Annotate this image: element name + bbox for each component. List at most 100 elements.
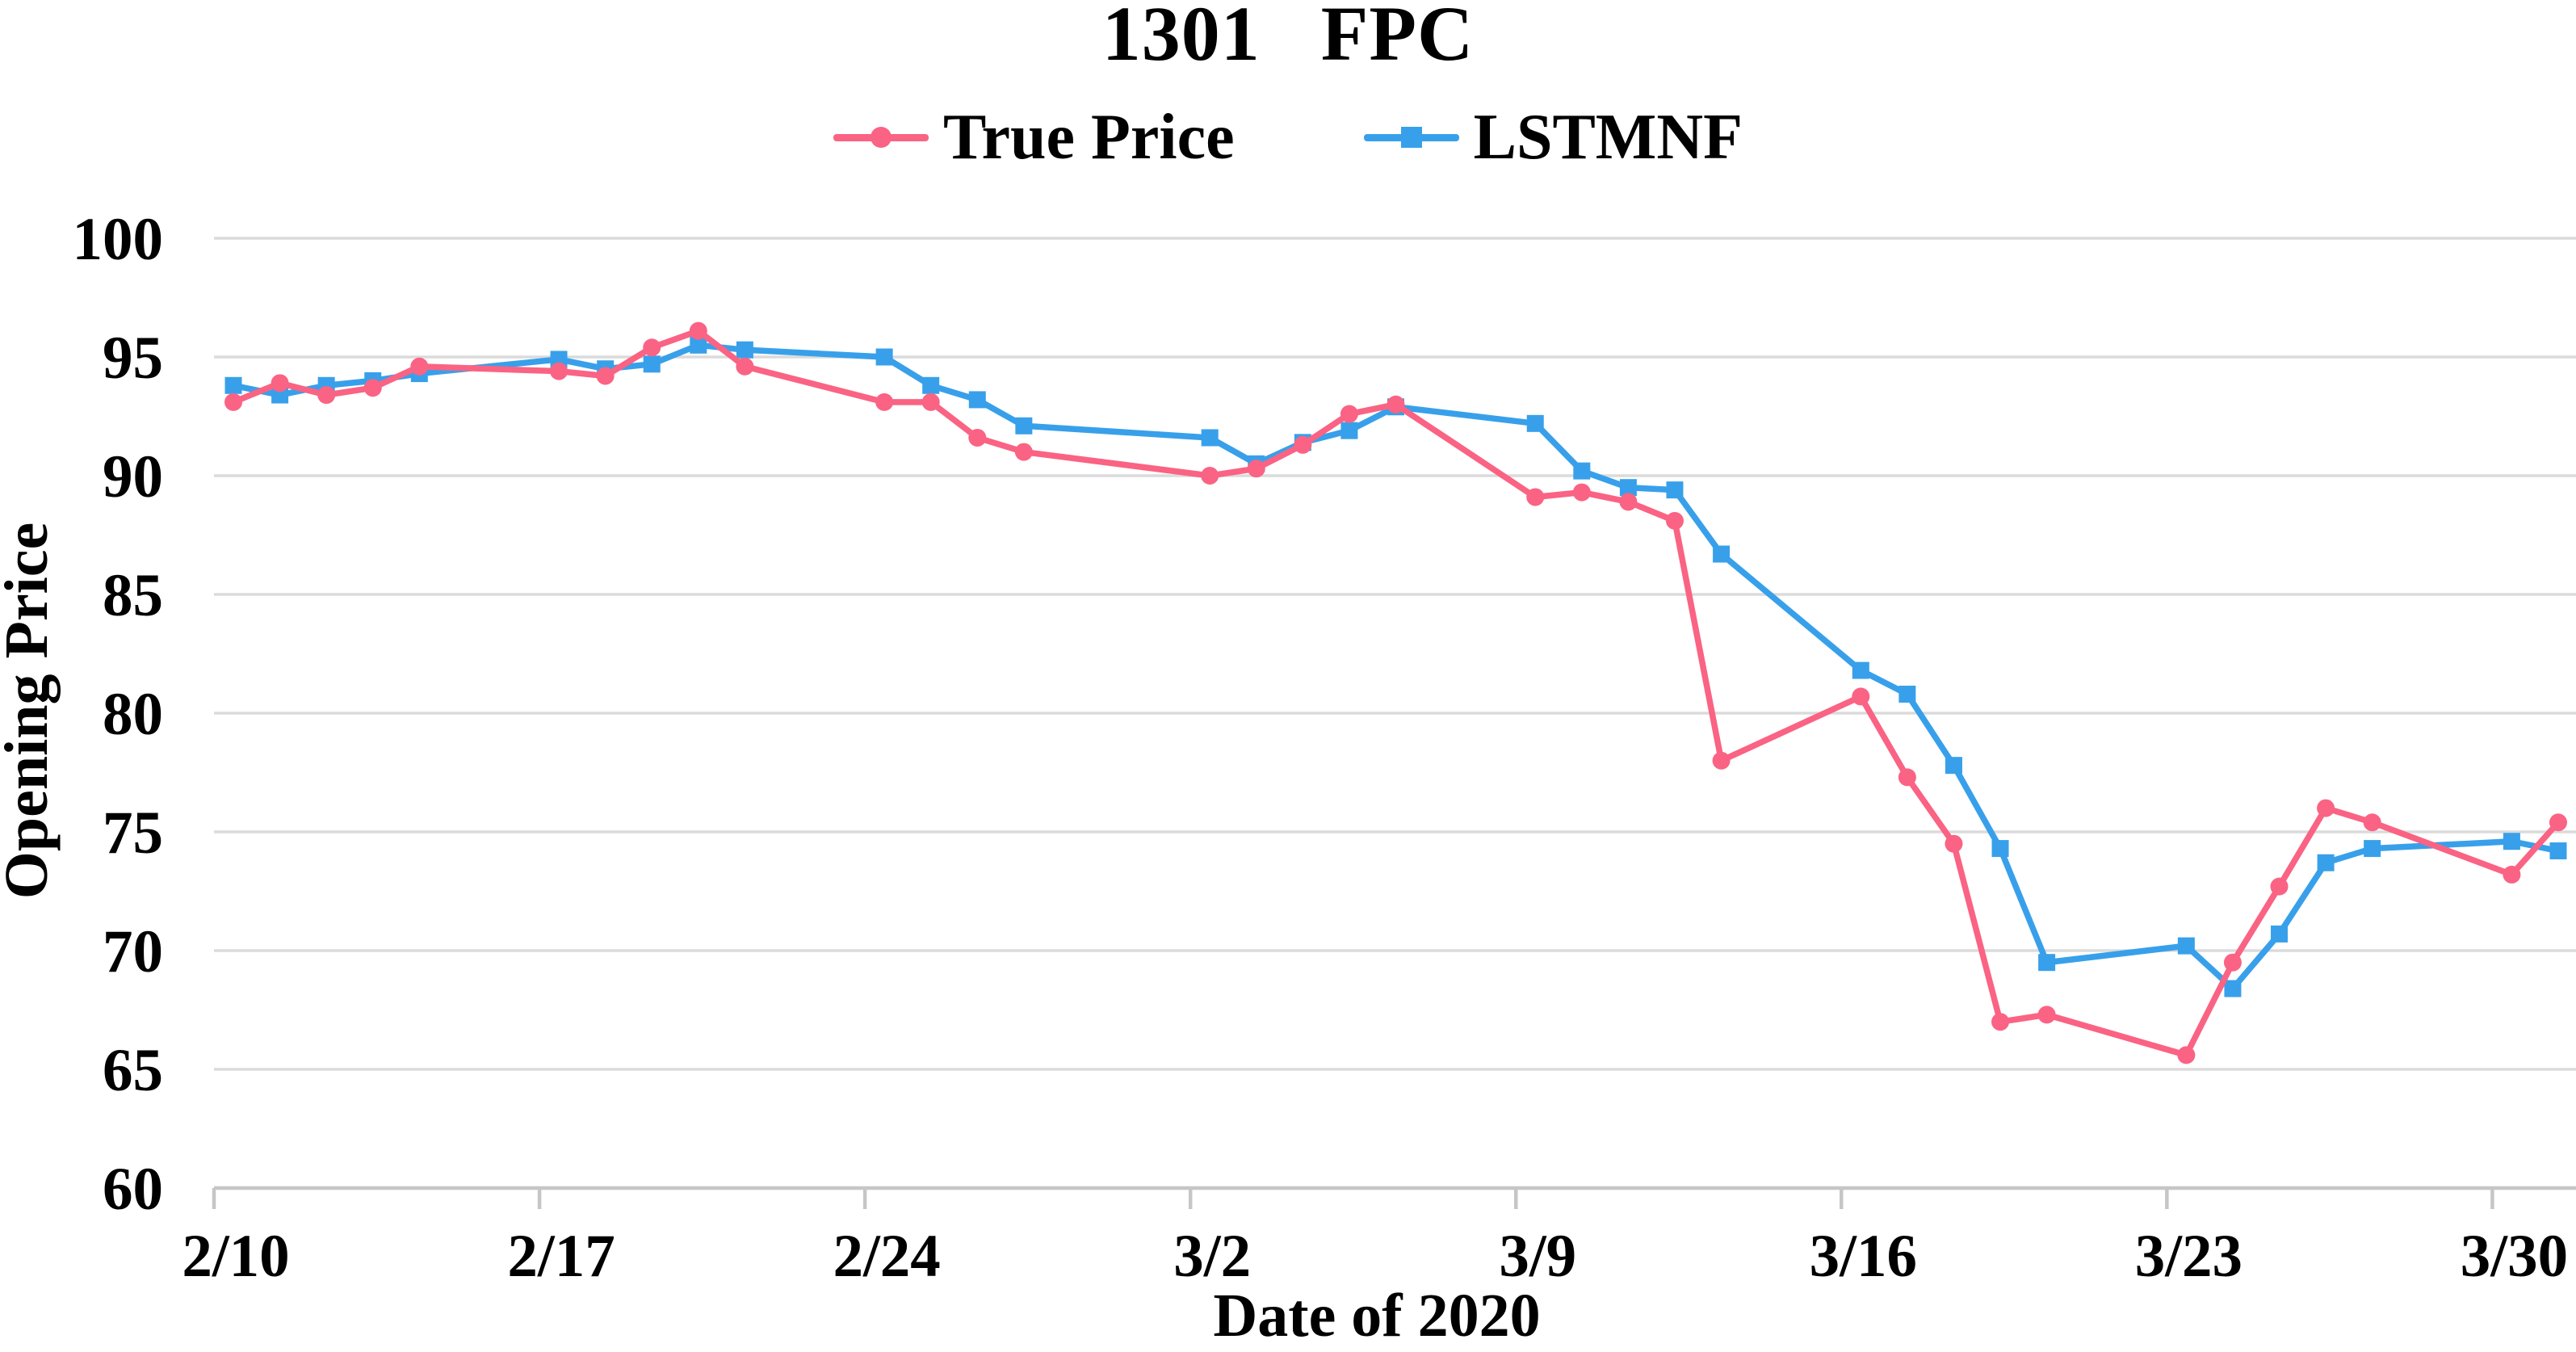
true-price-data-point bbox=[2363, 813, 2381, 832]
true-price-data-point bbox=[224, 393, 242, 411]
x-tick-label: 3/9 bbox=[1499, 1223, 1576, 1290]
lstmnf-data-point bbox=[2549, 842, 2567, 860]
y-tick-label: 95 bbox=[103, 325, 163, 392]
lstmnf-data-point bbox=[643, 355, 661, 373]
lstmnf-data-point bbox=[1666, 481, 1684, 499]
true-price-data-point bbox=[1852, 687, 1870, 706]
true-price-data-point bbox=[2503, 865, 2521, 884]
lstmnf-data-point bbox=[1573, 462, 1591, 480]
lstmnf-data-point bbox=[736, 341, 753, 359]
lstmnf-data-point bbox=[1945, 757, 1962, 775]
lstmnf-data-point bbox=[1201, 429, 1219, 447]
true-price-data-point bbox=[1201, 467, 1219, 485]
lstmnf-data-point bbox=[2271, 925, 2289, 943]
true-price-data-point bbox=[596, 367, 615, 385]
true-price-data-point bbox=[875, 393, 894, 411]
true-price-data-point bbox=[410, 357, 429, 376]
true-price-data-point bbox=[2270, 877, 2289, 896]
y-tick-label: 70 bbox=[103, 918, 163, 985]
true-price-data-point bbox=[550, 362, 568, 380]
true-price-data-point bbox=[1712, 751, 1731, 770]
x-tick-label: 3/23 bbox=[2135, 1223, 2242, 1290]
lstmnf-data-point bbox=[224, 376, 242, 394]
legend-item-lstmnf: LSTMNF bbox=[1363, 102, 1743, 173]
true-price-data-point bbox=[1340, 405, 1358, 423]
true-price-data-point bbox=[736, 357, 754, 376]
y-tick-label: 85 bbox=[103, 562, 163, 629]
lstmnf-data-point bbox=[875, 348, 893, 366]
lstmnf-data-point bbox=[2224, 980, 2242, 997]
true-price-data-point bbox=[643, 338, 661, 357]
lstmnf-data-point bbox=[2364, 840, 2381, 858]
y-tick-label: 80 bbox=[103, 681, 163, 748]
true-price-data-point bbox=[1014, 443, 1033, 461]
true-price-data-point bbox=[921, 393, 940, 411]
legend-label-true-price: True Price bbox=[943, 102, 1235, 173]
true-price-data-point bbox=[1387, 395, 1405, 414]
y-tick-label: 90 bbox=[103, 443, 163, 510]
true-price-data-point bbox=[689, 321, 707, 340]
lstmnf-data-point bbox=[2177, 937, 2195, 955]
true-price-data-point bbox=[1526, 488, 1545, 506]
y-tick-label: 100 bbox=[73, 206, 164, 273]
chart-title: 1301 FPC bbox=[1101, 0, 1475, 77]
lstmnf-data-point bbox=[1526, 414, 1544, 432]
lstmnf-data-point bbox=[1852, 661, 1869, 679]
y-tick-label: 75 bbox=[103, 800, 163, 867]
true-price-data-point bbox=[1898, 768, 1916, 787]
lstmnf-data-point bbox=[690, 336, 707, 354]
true-price-data-point bbox=[317, 386, 336, 405]
true-price-line bbox=[230, 327, 2561, 1059]
legend-item-true-price: True Price bbox=[833, 105, 1235, 170]
lstmnf-data-point bbox=[2503, 833, 2520, 850]
gridlines bbox=[214, 237, 2576, 1071]
x-tick-label: 2/17 bbox=[507, 1223, 615, 1290]
lstmnf-data-point bbox=[1340, 422, 1358, 439]
true-price-data-point bbox=[1665, 511, 1684, 530]
lstmnf-data-point bbox=[1015, 417, 1033, 435]
lstmnf-data-point bbox=[2317, 854, 2335, 871]
true-price-line-marker-icon bbox=[833, 125, 929, 149]
true-price-data-point bbox=[2549, 813, 2567, 832]
true-price-data-point bbox=[271, 374, 289, 393]
true-price-data-point bbox=[363, 379, 382, 397]
true-price-data-point bbox=[1572, 483, 1591, 502]
true-price-data-point bbox=[1619, 493, 1638, 511]
x-tick-label: 3/2 bbox=[1173, 1223, 1251, 1290]
true-price-data-point bbox=[1247, 460, 1265, 478]
lstmnf-series bbox=[224, 336, 2567, 997]
y-tick-label: 65 bbox=[103, 1037, 163, 1104]
x-tick-label: 3/30 bbox=[2461, 1223, 2568, 1290]
lstmnf-data-point bbox=[968, 391, 986, 409]
x-axis bbox=[212, 1186, 2576, 1209]
series-layer bbox=[224, 321, 2567, 1064]
true-price-data-point bbox=[2177, 1046, 2196, 1064]
tick-labels: 100 95 90 85 80 75 70 65 60 2/10 2/17 2/24 3/2 3/9 3/1… bbox=[73, 206, 2569, 1290]
true-price-data-point bbox=[2037, 1006, 2056, 1024]
x-tick-label: 2/10 bbox=[182, 1223, 289, 1290]
lstmnf-data-point bbox=[922, 376, 940, 394]
lstmnf-data-point bbox=[1898, 685, 1916, 703]
true-price-data-point bbox=[1945, 834, 1963, 853]
lstmnf-line bbox=[230, 342, 2561, 992]
lstmnf-data-point bbox=[1619, 479, 1637, 497]
true-price-series bbox=[224, 321, 2567, 1064]
legend-label-lstmnf: LSTMNF bbox=[1473, 102, 1743, 173]
x-axis-title: Date of 2020 bbox=[1213, 1282, 1540, 1350]
y-axis-title: Opening Price bbox=[0, 523, 61, 900]
lstmnf-data-point bbox=[2038, 954, 2056, 972]
true-price-data-point bbox=[968, 428, 987, 447]
true-price-data-point bbox=[2223, 953, 2242, 972]
chart-legend: True Price LSTMNF bbox=[0, 95, 2576, 179]
true-price-data-point bbox=[1991, 1013, 2010, 1031]
lstmnf-data-point bbox=[1991, 840, 2009, 858]
true-price-data-point bbox=[1294, 435, 1312, 454]
x-tick-label: 2/24 bbox=[833, 1223, 940, 1290]
lstmnf-line-marker-icon bbox=[1363, 125, 1459, 149]
y-tick-label: 60 bbox=[103, 1156, 163, 1223]
true-price-data-point bbox=[2317, 799, 2335, 817]
x-tick-label: 3/16 bbox=[1810, 1223, 1917, 1290]
lstmnf-data-point bbox=[1713, 545, 1731, 563]
